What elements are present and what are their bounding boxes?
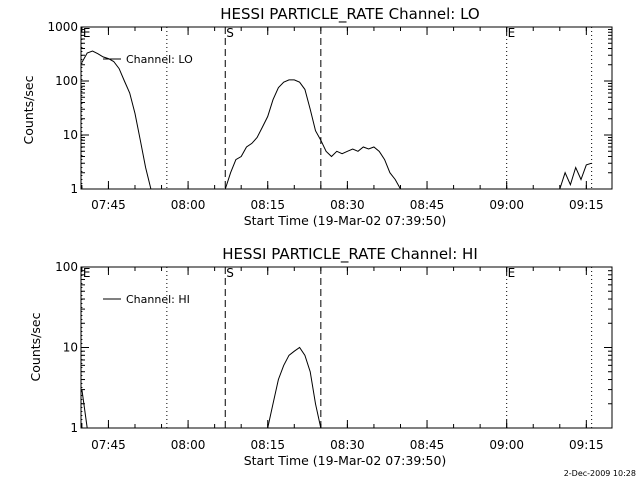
panel-hi-title: HESSI PARTICLE_RATE Channel: HI xyxy=(222,245,478,264)
panel-lo: HESSI PARTICLE_RATE Channel: LO Start Ti… xyxy=(21,5,613,228)
panel-hi-frame xyxy=(80,266,613,429)
panel-hi-x-tick-label: 09:15 xyxy=(569,438,604,452)
panel-hi-legend-label: Channel: HI xyxy=(126,293,190,306)
panel-hi-marker-label: E xyxy=(508,266,516,280)
panel-lo-x-tick-label: 07:45 xyxy=(91,198,126,212)
date-stamp: 2-Dec-2009 10:28 xyxy=(564,469,636,478)
panel-lo-x-axis-label: Start Time (19-Mar-02 07:39:50) xyxy=(244,213,447,228)
panel-hi-marker-label: S xyxy=(226,266,234,280)
panel-lo-marker-label: S xyxy=(226,26,234,40)
panel-hi-x-axis-label: Start Time (19-Mar-02 07:39:50) xyxy=(244,453,447,468)
panel-lo-x-tick-label: 08:30 xyxy=(330,198,365,212)
panel-lo-x-tick-label: 09:15 xyxy=(569,198,604,212)
panel-hi-marks: 07:45 08:00 08:15 08:30 08:45 09:00 09:15 1 10 10… xyxy=(55,260,613,452)
panel-lo-y-tick-label: 100 xyxy=(55,74,78,88)
panel-hi-series-line xyxy=(81,389,88,429)
panel-lo-y-tick-label: 10 xyxy=(63,128,78,142)
panel-hi-y-axis-label: Counts/sec xyxy=(28,312,43,381)
panel-hi-y-tick-label: 10 xyxy=(63,341,78,355)
panel-lo-y-tick-label: 1 xyxy=(70,182,78,196)
panel-hi-series-line xyxy=(267,346,322,429)
panel-lo-x-tick-label: 08:45 xyxy=(410,198,445,212)
panel-hi-marker-label: E xyxy=(83,266,91,280)
panel-lo-x-tick-label: 08:00 xyxy=(171,198,206,212)
panel-lo-marker-label: E xyxy=(508,26,516,40)
panel-hi-y-tick-label: 100 xyxy=(55,260,78,274)
panel-lo-legend-label: Channel: LO xyxy=(126,53,193,66)
panel-hi-x-tick-label: 07:45 xyxy=(91,438,126,452)
panel-hi-x-tick-label: 08:15 xyxy=(250,438,285,452)
panel-lo-title: HESSI PARTICLE_RATE Channel: LO xyxy=(220,5,479,24)
panel-lo-series-line xyxy=(81,50,152,190)
panel-hi-x-tick-label: 09:00 xyxy=(489,438,524,452)
panel-lo-y-axis-label: Counts/sec xyxy=(21,75,36,144)
panel-hi-x-tick-label: 08:30 xyxy=(330,438,365,452)
panel-lo-frame xyxy=(80,26,613,190)
panel-hi-x-tick-label: 08:45 xyxy=(410,438,445,452)
panel-hi: HESSI PARTICLE_RATE Channel: HI Start Ti… xyxy=(28,245,613,468)
panel-lo-marks: 07:45 08:00 08:15 08:30 08:45 09:00 09:15 1 10 10… xyxy=(47,20,613,212)
panel-lo-x-tick-label: 09:00 xyxy=(489,198,524,212)
panel-lo-x-tick-label: 08:15 xyxy=(250,198,285,212)
panel-hi-y-tick-label: 1 xyxy=(70,421,78,435)
panel-lo-series-line xyxy=(224,79,401,190)
panel-lo-series-line xyxy=(559,162,592,190)
panel-hi-x-tick-label: 08:00 xyxy=(171,438,206,452)
panel-lo-marker-label: E xyxy=(83,26,91,40)
panel-lo-y-tick-label: 1000 xyxy=(47,20,78,34)
